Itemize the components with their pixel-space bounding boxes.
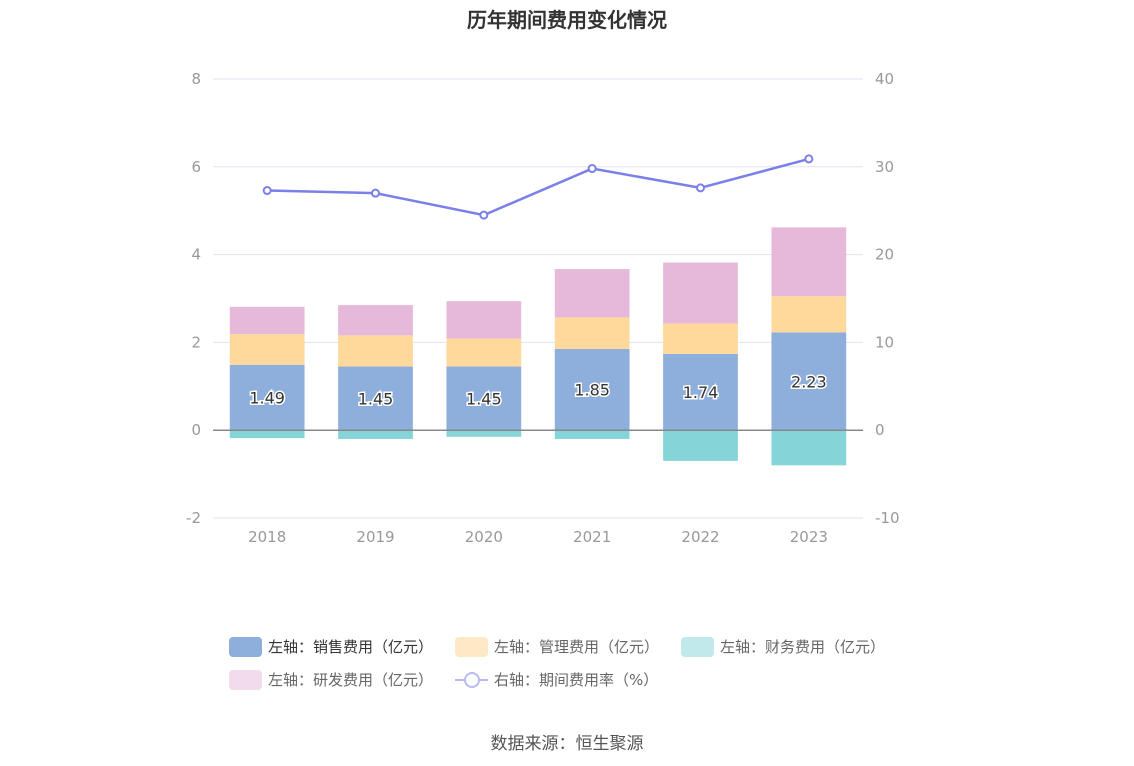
bar-data-label: 2.23 bbox=[791, 372, 827, 391]
bar-rd bbox=[771, 227, 847, 297]
right-axis-tick-label: -10 bbox=[875, 509, 900, 527]
legend-label-finance: 左轴：财务费用（亿元） bbox=[720, 638, 886, 656]
legend-item-rd[interactable]: 左轴：研发费用（亿元） bbox=[229, 669, 433, 690]
bar-sales bbox=[771, 332, 847, 431]
bar-sales bbox=[554, 348, 630, 431]
bar-rd bbox=[446, 301, 522, 339]
bar-sales bbox=[229, 364, 305, 431]
bar-finance bbox=[446, 430, 522, 437]
legend-label-rate: 右轴：期间费用率（%） bbox=[494, 671, 659, 689]
legend-swatch-rd bbox=[229, 669, 262, 690]
bar-admin bbox=[446, 338, 522, 367]
data-source: 数据来源：恒生聚源 bbox=[490, 734, 644, 754]
legend-item-sales[interactable]: 左轴：销售费用（亿元） bbox=[229, 636, 433, 657]
bar-data-label: 1.49 bbox=[249, 388, 285, 407]
bar-admin bbox=[771, 296, 847, 333]
left-axis-tick-label: 4 bbox=[191, 246, 201, 264]
legend-swatch-finance bbox=[681, 636, 715, 657]
left-axis-tick-label: 2 bbox=[191, 333, 201, 351]
legend-label-rd: 左轴：研发费用（亿元） bbox=[268, 671, 434, 689]
left-axis-tick-label: 6 bbox=[191, 158, 201, 176]
x-axis-tick-label: 2020 bbox=[465, 528, 503, 546]
bar-rd bbox=[229, 306, 305, 335]
line-rate-point bbox=[587, 164, 597, 174]
legend-label-admin: 左轴：管理费用（亿元） bbox=[494, 638, 660, 656]
bar-admin bbox=[663, 323, 738, 354]
bar-rd bbox=[554, 269, 630, 318]
left-axis-tick-label: 0 bbox=[191, 421, 201, 439]
line-rate bbox=[267, 157, 810, 217]
bar-sales bbox=[663, 353, 738, 431]
bar-data-label: 1.85 bbox=[574, 381, 610, 400]
x-axis-tick-label: 2022 bbox=[681, 528, 719, 546]
bar-sales bbox=[446, 366, 522, 431]
bar-finance bbox=[338, 430, 413, 439]
bar-data-label: 1.45 bbox=[466, 389, 502, 408]
legend-swatch-rate bbox=[455, 670, 489, 690]
right-axis-tick-label: 20 bbox=[875, 246, 894, 264]
x-axis-tick-label: 2021 bbox=[573, 528, 611, 546]
left-axis-tick-label: 8 bbox=[191, 70, 201, 88]
bar-data-label: 1.45 bbox=[358, 389, 394, 408]
chart-title: 历年期间费用变化情况 bbox=[467, 8, 667, 32]
bar-rd bbox=[338, 305, 413, 336]
bar-finance bbox=[229, 430, 305, 439]
bar-admin bbox=[338, 335, 413, 367]
bar-finance bbox=[771, 430, 847, 466]
legend-row-1: 左轴：销售费用（亿元） 左轴：管理费用（亿元） 左轴：财务费用（亿元） bbox=[229, 630, 929, 663]
line-rate-point bbox=[804, 154, 814, 164]
left-axis-tick-label: -2 bbox=[186, 509, 201, 527]
line-rate-point bbox=[262, 186, 272, 196]
bar-admin bbox=[554, 317, 630, 349]
x-axis-tick-label: 2018 bbox=[248, 528, 286, 546]
right-axis-tick-label: 0 bbox=[875, 421, 885, 439]
legend-item-finance[interactable]: 左轴：财务费用（亿元） bbox=[681, 636, 885, 657]
bar-admin bbox=[229, 334, 305, 365]
bar-sales bbox=[338, 366, 413, 431]
x-axis-tick-label: 2019 bbox=[356, 528, 394, 546]
right-axis-tick-label: 40 bbox=[875, 70, 894, 88]
right-axis-tick-label: 30 bbox=[875, 158, 894, 176]
legend-swatch-admin bbox=[455, 636, 489, 657]
x-axis-tick-label: 2023 bbox=[790, 528, 828, 546]
bar-finance bbox=[554, 430, 630, 439]
legend-swatch-sales bbox=[229, 636, 262, 657]
line-rate-point bbox=[479, 210, 489, 220]
legend-item-admin[interactable]: 左轴：管理费用（亿元） bbox=[455, 636, 659, 657]
bar-data-label: 1.74 bbox=[683, 383, 719, 402]
line-rate-point bbox=[696, 183, 705, 193]
legend-label-sales: 左轴：销售费用（亿元） bbox=[268, 638, 434, 656]
bar-finance bbox=[663, 430, 738, 461]
legend-row-2: 左轴：研发费用（亿元） 右轴：期间费用率（%） bbox=[229, 663, 929, 696]
chart-plot: 86420-2403020100-101.4920181.4520191.452… bbox=[186, 70, 900, 546]
line-rate-point bbox=[371, 188, 380, 198]
chart-legend: 左轴：销售费用（亿元） 左轴：管理费用（亿元） 左轴：财务费用（亿元） 左轴：研… bbox=[229, 630, 929, 696]
right-axis-tick-label: 10 bbox=[875, 333, 894, 351]
bar-rd bbox=[663, 262, 738, 324]
legend-item-rate[interactable]: 右轴：期间费用率（%） bbox=[455, 669, 658, 690]
